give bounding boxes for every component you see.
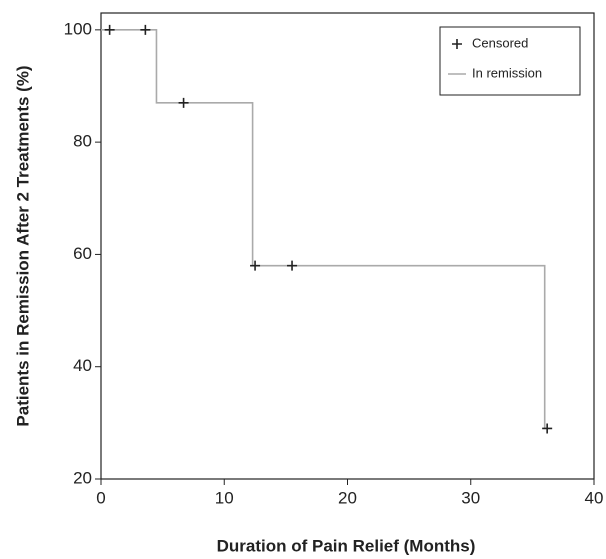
censored-marker (104, 24, 115, 35)
censored-marker (178, 97, 189, 108)
x-tick-label: 30 (461, 488, 480, 507)
y-tick-label: 60 (73, 244, 92, 263)
y-tick-label: 100 (64, 19, 92, 38)
y-tick-label: 40 (73, 356, 92, 375)
censored-marker (250, 260, 261, 271)
x-tick-label: 40 (585, 488, 604, 507)
x-tick-label: 20 (338, 488, 357, 507)
y-axis-title: Patients in Remission After 2 Treatments… (13, 65, 32, 426)
legend-box (439, 26, 581, 96)
censored-marker (287, 260, 298, 271)
legend-label: In remission (472, 65, 542, 80)
x-axis-title: Duration of Pain Relief (Months) (217, 536, 476, 555)
x-tick-label: 0 (96, 488, 105, 507)
censored-marker (140, 24, 151, 35)
legend-label: Censored (472, 35, 528, 50)
x-tick-label: 10 (215, 488, 234, 507)
censored-marker (542, 423, 553, 434)
remission-line (101, 29, 546, 429)
y-tick-label: 80 (73, 132, 92, 151)
y-tick-label: 20 (73, 468, 92, 487)
legend-swatch (452, 39, 462, 49)
